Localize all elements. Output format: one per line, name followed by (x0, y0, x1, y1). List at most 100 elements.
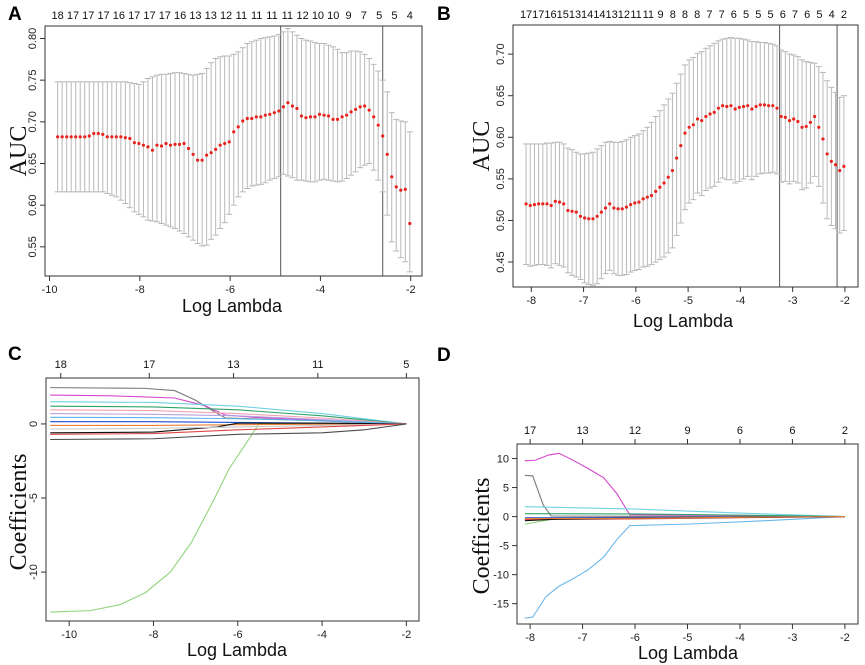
mean-point (141, 143, 146, 147)
mean-point (612, 206, 616, 210)
coefficient-path-var11 (50, 422, 407, 434)
y-axis-label: AUC (469, 121, 495, 172)
top-count-label: 5 (767, 9, 773, 21)
coefficient-path-var12 (50, 423, 407, 430)
mean-point (833, 163, 838, 167)
mean-point (394, 185, 398, 189)
x-tick-label: -2 (406, 284, 416, 296)
y-tick-label: 0.55 (495, 168, 507, 189)
y-axis-label: AUC (6, 126, 32, 177)
mean-point (825, 152, 829, 156)
top-count-label: 5 (391, 10, 397, 22)
x-axis-label: Log Lambda (182, 296, 283, 316)
top-count-label: 8 (694, 9, 700, 21)
mean-point (313, 115, 317, 119)
mean-point (227, 140, 231, 144)
panel-label: B (437, 4, 451, 25)
mean-point (670, 168, 675, 173)
top-count-label: 17 (143, 359, 155, 371)
mean-point (281, 105, 285, 109)
top-count-label: 6 (780, 9, 786, 21)
x-tick-label: -7 (579, 295, 589, 307)
top-count-label: 14 (581, 9, 593, 21)
mean-point (712, 110, 716, 114)
mean-point (65, 135, 69, 139)
coefficient-path-var1 (524, 516, 845, 619)
x-tick-label: -6 (631, 295, 641, 307)
mean-point (186, 146, 191, 151)
mean-point (775, 106, 779, 110)
mean-point (783, 115, 787, 119)
chart-marks: -10 -8 -6 -4 -2 -10 -5 0 18 17 13 11 5 (28, 359, 419, 641)
mean-point (545, 202, 549, 206)
mean-point (779, 114, 783, 119)
mean-point (232, 130, 236, 134)
mean-point (737, 105, 741, 109)
top-count-label: 16 (174, 10, 186, 22)
mean-point (587, 217, 591, 221)
panel-label: A (8, 4, 22, 25)
mean-point (326, 114, 331, 118)
top-count-label: 17 (128, 10, 140, 22)
mean-point (800, 125, 804, 129)
top-count-label: 13 (606, 9, 618, 21)
x-axis-label: Log Lambda (633, 311, 734, 331)
mean-point (119, 135, 123, 139)
top-count-label: 7 (361, 10, 367, 22)
y-tick-label: 0.50 (495, 210, 507, 231)
mean-point (317, 112, 322, 116)
mean-point (750, 107, 754, 111)
x-tick-label: -8 (149, 629, 159, 641)
mean-point (645, 195, 649, 199)
mean-point (608, 202, 612, 206)
mean-point (658, 185, 662, 189)
coefficient-path-var4 (524, 506, 845, 518)
mean-point (562, 202, 566, 206)
top-count-label: 7 (719, 9, 725, 21)
mean-point (177, 142, 182, 146)
top-count-label: 5 (816, 9, 822, 21)
top-count-label: 6 (789, 425, 795, 437)
mean-point (524, 202, 528, 206)
top-count-label: 5 (755, 9, 761, 21)
top-count-label: 16 (113, 10, 125, 22)
coefficient-path-var14 (50, 423, 407, 441)
mean-point (128, 136, 132, 141)
coefficient-path-var1 (50, 423, 407, 613)
mean-point (182, 141, 186, 146)
mean-point (92, 131, 96, 136)
y-tick-label: -10 (28, 564, 40, 580)
x-tick-label: -5 (683, 295, 693, 307)
top-count-label: 11 (643, 9, 654, 21)
top-count-label: 2 (841, 9, 847, 21)
y-tick-label: 0.55 (27, 236, 39, 257)
top-count-label: 11 (282, 10, 293, 22)
y-tick-label: -15 (493, 599, 509, 611)
coefficient-path-var8 (50, 416, 407, 425)
top-count-label: 13 (205, 10, 217, 22)
mean-point (683, 131, 687, 135)
coefficient-path-var3 (50, 394, 407, 425)
mean-point (354, 107, 358, 111)
top-count-label: 6 (731, 9, 737, 21)
top-count-label: 6 (804, 9, 810, 21)
x-tick-label: -4 (317, 629, 327, 641)
mean-point (758, 103, 762, 107)
top-count-label: 18 (55, 359, 67, 371)
top-count-label: 13 (189, 10, 201, 22)
top-count-label: 6 (737, 425, 743, 437)
top-count-label: 15 (557, 9, 569, 21)
top-count-label: 17 (524, 425, 536, 437)
y-tick-label: 0.70 (27, 111, 39, 132)
mean-point (304, 116, 308, 120)
mean-point (787, 119, 792, 123)
top-count-label: 11 (312, 359, 323, 371)
mean-point (146, 145, 150, 149)
mean-point (168, 143, 173, 147)
chart-marks: -8 -7 -6 -5 -4 -3 -2 0.45 0.50 0.55 0.60 0.65 0.70 17… (495, 9, 850, 307)
mean-point (385, 152, 389, 156)
y-tick-label: 0.70 (495, 43, 507, 64)
